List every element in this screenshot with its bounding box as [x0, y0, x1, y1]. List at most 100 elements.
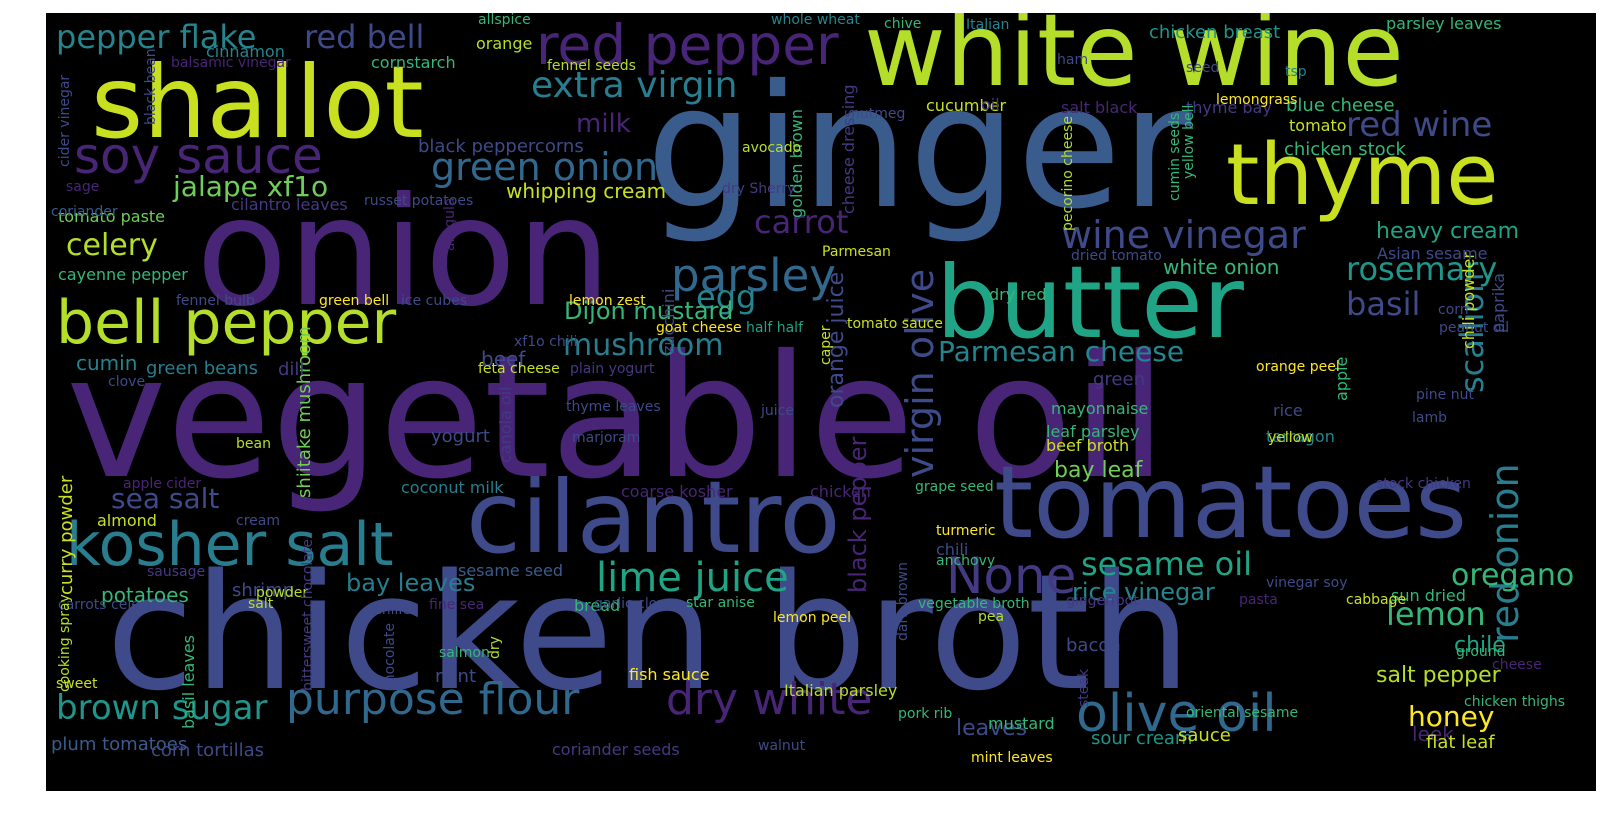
- cloud-word: butter: [936, 244, 1244, 361]
- cloud-word: nutmeg: [851, 106, 906, 122]
- cloud-word: salt pepper: [1376, 663, 1501, 688]
- cloud-word: allspice: [478, 13, 531, 28]
- cloud-word: mint: [435, 666, 477, 687]
- cloud-word: sea salt: [111, 482, 220, 515]
- cloud-word: sausage: [147, 564, 206, 580]
- cloud-word: brown sugar: [56, 688, 268, 728]
- cloud-word: orange peel: [1256, 359, 1340, 375]
- cloud-word: plain yogurt: [570, 361, 655, 377]
- cloud-word: chicken breast: [1149, 22, 1281, 43]
- cloud-word: corn: [1438, 302, 1469, 318]
- cloud-word: mayonnaise: [1051, 399, 1149, 418]
- cloud-word: bay leaf: [1054, 458, 1143, 483]
- cloud-word: black bean: [143, 48, 159, 125]
- cloud-word: dry white: [666, 674, 873, 725]
- cloud-word: fine sea: [429, 597, 485, 613]
- cloud-word: mustard: [988, 714, 1055, 733]
- cloud-word: egg: [696, 278, 757, 316]
- cloud-word: clove: [108, 374, 146, 390]
- cloud-word: salt: [248, 596, 274, 612]
- cloud-word: basil leaves: [179, 634, 198, 729]
- cloud-word: cumin seeds: [1167, 112, 1183, 201]
- cloud-word: russet potatoes: [364, 193, 474, 209]
- cloud-word: cream: [236, 513, 280, 529]
- cloud-word: dry: [487, 636, 503, 659]
- cloud-word: lemon peel: [773, 610, 852, 626]
- cloud-word: black peppercorns: [418, 136, 584, 157]
- cloud-word: heavy cream: [1376, 219, 1520, 244]
- cloud-word: anchovy: [936, 553, 996, 569]
- cloud-word: cilantro leaves: [231, 195, 348, 214]
- cloud-word: cayenne pepper: [58, 265, 188, 284]
- cloud-word: sun dried: [1391, 586, 1466, 605]
- cloud-word: virgin olive: [898, 268, 942, 478]
- cloud-word: oriental sesame: [1186, 705, 1299, 721]
- cloud-word: parsley: [671, 249, 836, 302]
- cloud-word: garlic clove: [594, 596, 675, 612]
- cloud-word: bacon: [1066, 635, 1121, 656]
- cloud-word: juice: [761, 403, 794, 419]
- cloud-word: mint leaves: [971, 750, 1053, 766]
- cloud-word: beef broth: [1046, 436, 1130, 455]
- cloud-word: bread: [574, 596, 621, 615]
- cloud-word: peanut oil: [1439, 320, 1510, 336]
- cloud-word: curry powder: [56, 475, 77, 595]
- cloud-word: rice vinegar: [1072, 578, 1215, 606]
- cloud-word: apple cider: [123, 476, 202, 492]
- cloud-word: red pepper: [536, 13, 839, 77]
- cloud-word: soy sauce: [74, 127, 323, 185]
- cloud-word: coconut milk: [401, 478, 504, 497]
- cloud-word: milk: [576, 109, 631, 139]
- cloud-word: sauce: [1178, 725, 1231, 746]
- cloud-word: vinegar soy: [1266, 575, 1348, 591]
- cloud-word: orange: [476, 34, 533, 53]
- cloud-word: half half: [746, 320, 803, 336]
- cloud-word: pecorino cheese: [1060, 115, 1076, 231]
- cloud-word: Parmesan: [822, 244, 891, 260]
- cloud-word: golden brown: [787, 108, 806, 218]
- cloud-word: salt black: [1061, 98, 1138, 117]
- cloud-word: plum tomatoes: [51, 734, 188, 755]
- cloud-word: vegetable broth: [918, 596, 1030, 612]
- cloud-word: chili: [936, 540, 969, 559]
- cloud-word: kosher salt: [66, 510, 394, 580]
- cloud-word: purpose flour: [286, 674, 580, 725]
- cloud-word: cumin: [76, 351, 138, 375]
- cloud-word: ham: [1057, 52, 1089, 68]
- cloud-word: ice cubes: [401, 293, 468, 309]
- cloud-word: green: [1093, 369, 1145, 390]
- cloud-word: Italian parsley: [784, 681, 898, 700]
- cloud-word: bay leaves: [346, 569, 476, 597]
- cloud-word: xf1o chili: [514, 334, 578, 350]
- cloud-word: tarragon: [1266, 427, 1335, 446]
- cloud-word: whole wheat: [771, 13, 860, 28]
- cloud-word: tsp: [1285, 64, 1307, 80]
- cloud-word: pork rib: [898, 706, 953, 722]
- cloud-word: chilies: [374, 602, 419, 618]
- cloud-word: yogurt: [431, 426, 490, 447]
- cloud-word: oregano: [1451, 558, 1575, 593]
- cloud-word: Parmesan cheese: [938, 335, 1185, 368]
- cloud-word: green bell: [319, 293, 390, 309]
- cloud-word: coarse kosher: [621, 482, 733, 501]
- cloud-word: lamb: [1412, 410, 1447, 426]
- cloud-word: bean: [236, 436, 271, 452]
- cloud-word: shrimp: [232, 580, 295, 601]
- cloud-word: walnut: [758, 738, 806, 754]
- cloud-word: celery: [66, 228, 158, 263]
- cloud-word: canola oil: [496, 386, 515, 463]
- cloud-word: dried tomato: [1071, 248, 1162, 264]
- cloud-word: None: [946, 547, 1077, 605]
- cloud-word: beef: [481, 347, 526, 371]
- cloud-word: thyme leaves: [566, 399, 661, 415]
- cloud-word: chicken: [810, 482, 871, 501]
- cloud-word: lemongrass: [1216, 92, 1298, 108]
- cloud-word: red bell: [304, 18, 425, 56]
- cloud-word: tomatoes: [994, 444, 1468, 561]
- cloud-word: pea: [978, 609, 1005, 625]
- cloud-word: chicken stock: [1284, 139, 1406, 160]
- word-cloud: vegetable oil ginger onion chicken broth whi…: [46, 13, 1596, 791]
- cloud-word: wine vinegar: [1061, 213, 1306, 257]
- cloud-word: shallot: [91, 44, 424, 161]
- cloud-word: yellow bell: [1181, 104, 1197, 179]
